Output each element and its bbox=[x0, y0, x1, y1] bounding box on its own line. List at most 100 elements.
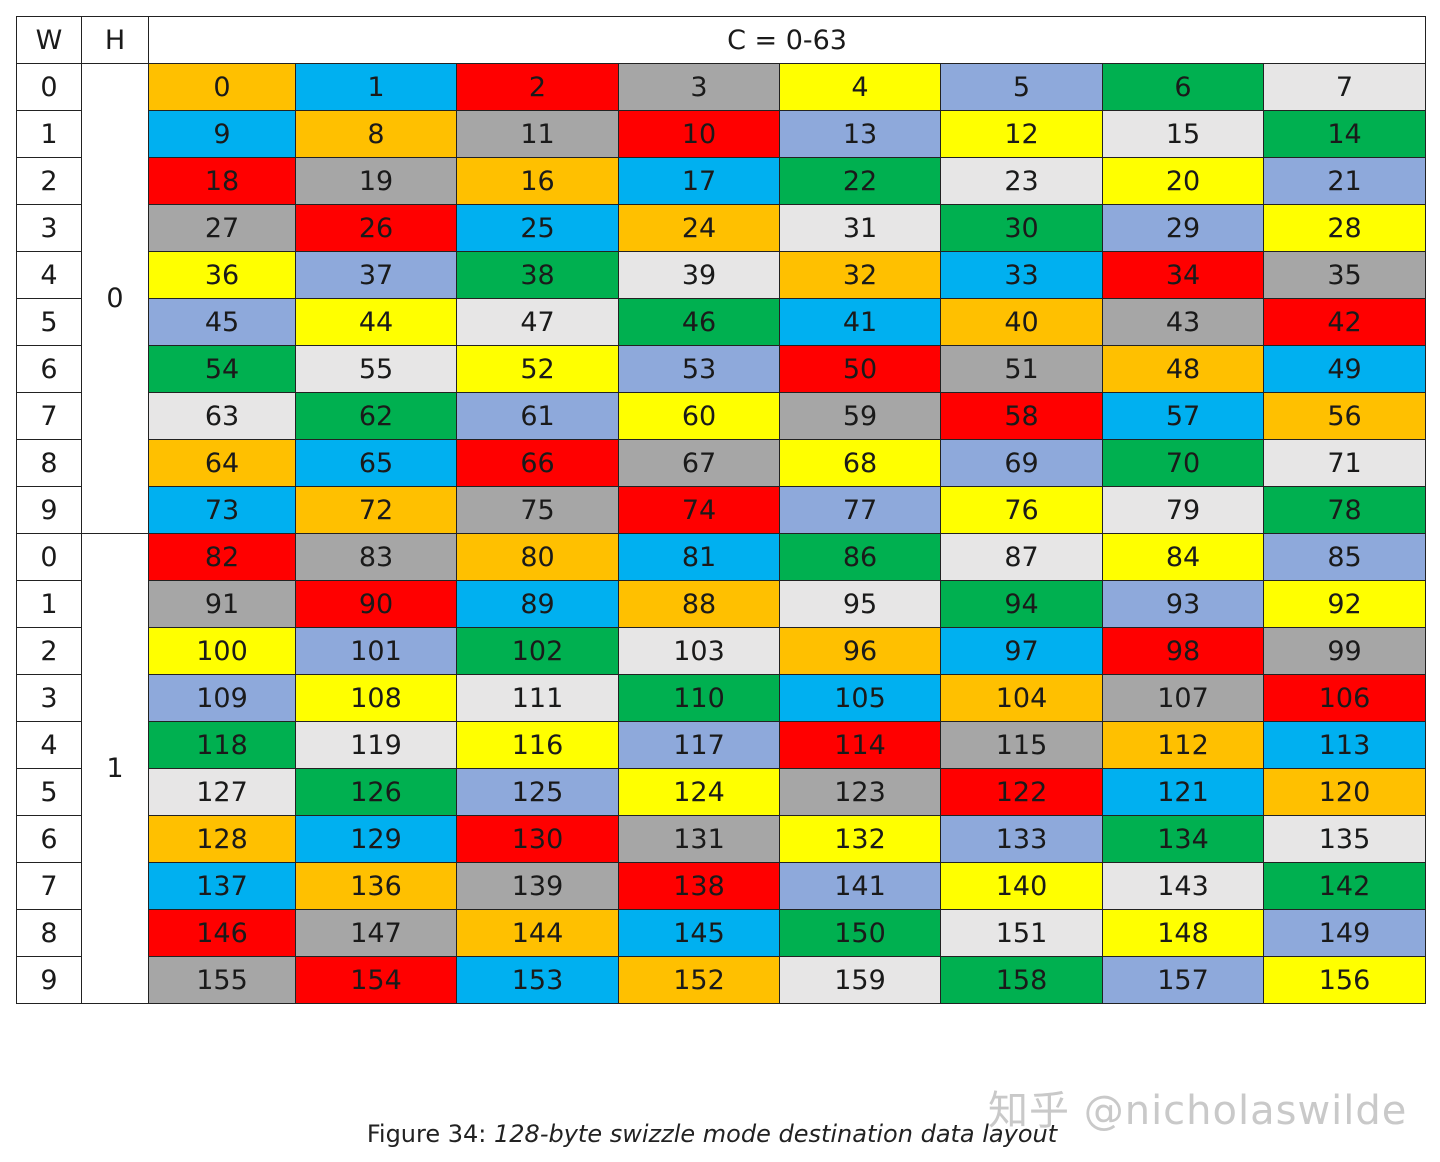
data-cell: 140 bbox=[940, 862, 1103, 910]
data-cell: 25 bbox=[456, 204, 619, 252]
data-cell: 96 bbox=[779, 627, 941, 675]
data-cell: 88 bbox=[618, 580, 780, 628]
data-cell: 86 bbox=[779, 533, 941, 581]
data-cell: 9 bbox=[148, 110, 296, 158]
data-cell: 91 bbox=[148, 580, 296, 628]
data-cell: 47 bbox=[456, 298, 619, 346]
data-cell: 17 bbox=[618, 157, 780, 205]
table-row: 7 63 62 61 60 59 58 57 56 bbox=[16, 392, 1427, 440]
w-cell: 5 bbox=[16, 298, 82, 346]
data-cell: 124 bbox=[618, 768, 780, 816]
data-cell: 6 bbox=[1102, 63, 1264, 111]
w-cell: 9 bbox=[16, 486, 82, 534]
data-cell: 158 bbox=[940, 956, 1103, 1004]
data-cell: 134 bbox=[1102, 815, 1264, 863]
data-cell: 56 bbox=[1262, 392, 1427, 440]
data-cell: 130 bbox=[456, 815, 619, 863]
w-cell: 2 bbox=[16, 157, 82, 205]
data-cell: 69 bbox=[940, 439, 1103, 487]
data-cell: 21 bbox=[1262, 157, 1427, 205]
table-row: 9 155 154 153 152 159 158 157 156 bbox=[16, 956, 1427, 1004]
data-cell: 61 bbox=[456, 392, 619, 440]
table-row: 2 18 19 16 17 22 23 20 21 bbox=[16, 157, 1427, 205]
table-row: 1 91 90 89 88 95 94 93 92 bbox=[16, 580, 1427, 628]
data-cell: 36 bbox=[148, 251, 296, 299]
table-row: 1 9 8 11 10 13 12 15 14 bbox=[16, 110, 1427, 158]
data-cell: 106 bbox=[1262, 674, 1427, 722]
data-cell: 38 bbox=[456, 251, 619, 299]
w-cell: 7 bbox=[16, 392, 82, 440]
header-row: W H C = 0-63 bbox=[16, 16, 1427, 64]
data-cell: 156 bbox=[1262, 956, 1427, 1004]
data-cell: 159 bbox=[779, 956, 941, 1004]
data-cell: 149 bbox=[1262, 909, 1427, 957]
data-cell: 70 bbox=[1102, 439, 1264, 487]
w-cell: 3 bbox=[16, 204, 82, 252]
w-cell: 8 bbox=[16, 909, 82, 957]
data-cell: 122 bbox=[940, 768, 1103, 816]
table-row: 6 128 129 130 131 132 133 134 135 bbox=[16, 815, 1427, 863]
data-cell: 19 bbox=[295, 157, 457, 205]
data-cell: 49 bbox=[1262, 345, 1427, 393]
data-cell: 4 bbox=[779, 63, 941, 111]
data-cell: 28 bbox=[1262, 204, 1427, 252]
data-cell: 22 bbox=[779, 157, 941, 205]
data-cell: 41 bbox=[779, 298, 941, 346]
data-cell: 115 bbox=[940, 721, 1103, 769]
w-cell: 6 bbox=[16, 815, 82, 863]
data-cell: 95 bbox=[779, 580, 941, 628]
data-cell: 147 bbox=[295, 909, 457, 957]
data-cell: 128 bbox=[148, 815, 296, 863]
data-cell: 154 bbox=[295, 956, 457, 1004]
data-cell: 127 bbox=[148, 768, 296, 816]
data-cell: 157 bbox=[1102, 956, 1264, 1004]
w-cell: 4 bbox=[16, 721, 82, 769]
w-cell: 9 bbox=[16, 956, 82, 1004]
data-cell: 66 bbox=[456, 439, 619, 487]
data-cell: 75 bbox=[456, 486, 619, 534]
table-row: 7 137 136 139 138 141 140 143 142 bbox=[16, 862, 1427, 910]
data-cell: 24 bbox=[618, 204, 780, 252]
data-cell: 123 bbox=[779, 768, 941, 816]
table-row: 5 127 126 125 124 123 122 121 120 bbox=[16, 768, 1427, 816]
data-cell: 35 bbox=[1262, 251, 1427, 299]
w-cell: 8 bbox=[16, 439, 82, 487]
swizzle-layout-table: W H C = 0-63 0 0 0 1 2 3 4 5 6 7 1 9 8 11 10 13 12 15 14 2 1… bbox=[16, 16, 1427, 1004]
data-cell: 153 bbox=[456, 956, 619, 1004]
data-cell: 23 bbox=[940, 157, 1103, 205]
data-cell: 32 bbox=[779, 251, 941, 299]
figure-caption: Figure 34: 128-byte swizzle mode destina… bbox=[0, 1120, 1424, 1148]
c-header: C = 0-63 bbox=[147, 16, 1427, 64]
data-cell: 118 bbox=[148, 721, 296, 769]
data-cell: 100 bbox=[148, 627, 296, 675]
data-cell: 114 bbox=[779, 721, 941, 769]
data-cell: 143 bbox=[1102, 862, 1264, 910]
data-cell: 119 bbox=[295, 721, 457, 769]
caption-prefix: Figure 34: bbox=[366, 1120, 495, 1148]
data-cell: 60 bbox=[618, 392, 780, 440]
data-cell: 87 bbox=[940, 533, 1103, 581]
data-cell: 2 bbox=[456, 63, 619, 111]
data-cell: 142 bbox=[1262, 862, 1427, 910]
data-cell: 0 bbox=[148, 63, 296, 111]
data-cell: 20 bbox=[1102, 157, 1264, 205]
data-cell: 152 bbox=[618, 956, 780, 1004]
data-cell: 57 bbox=[1102, 392, 1264, 440]
data-cell: 99 bbox=[1262, 627, 1427, 675]
w-cell: 5 bbox=[16, 768, 82, 816]
data-cell: 139 bbox=[456, 862, 619, 910]
data-cell: 102 bbox=[456, 627, 619, 675]
data-cell: 76 bbox=[940, 486, 1103, 534]
data-cell: 63 bbox=[148, 392, 296, 440]
data-cell: 71 bbox=[1262, 439, 1427, 487]
data-cell: 10 bbox=[618, 110, 780, 158]
data-cell: 79 bbox=[1102, 486, 1264, 534]
data-cell: 83 bbox=[295, 533, 457, 581]
w-cell: 2 bbox=[16, 627, 82, 675]
data-cell: 93 bbox=[1102, 580, 1264, 628]
w-cell: 0 bbox=[16, 533, 82, 581]
data-cell: 80 bbox=[456, 533, 619, 581]
data-cell: 110 bbox=[618, 674, 780, 722]
data-cell: 15 bbox=[1102, 110, 1264, 158]
data-cell: 43 bbox=[1102, 298, 1264, 346]
